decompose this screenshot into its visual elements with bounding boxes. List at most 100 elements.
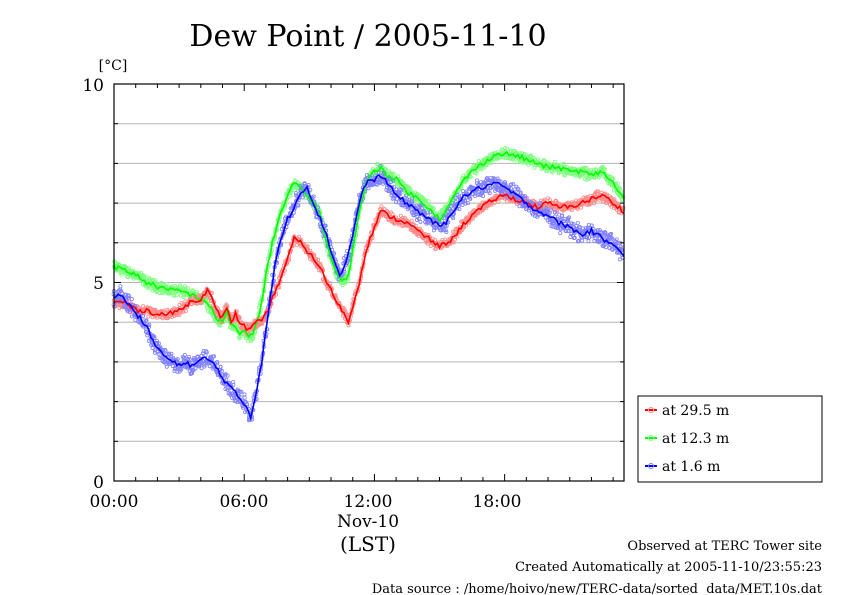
series-line-at-1-6-m <box>113 174 625 421</box>
scatter-point <box>576 239 581 244</box>
scatter-point <box>144 318 149 323</box>
scatter-point <box>505 146 510 151</box>
scatter-point <box>139 271 144 276</box>
scatter-point <box>207 364 212 369</box>
scatter-point <box>332 251 337 256</box>
scatter-point <box>564 228 569 233</box>
scatter-point <box>444 229 449 234</box>
scatter-point <box>443 216 448 221</box>
scatter-point <box>296 203 301 208</box>
scatter-point <box>522 194 527 199</box>
scatter-point <box>401 180 406 185</box>
scatter-point <box>584 234 589 239</box>
scatter-point <box>225 373 230 378</box>
footer-source: Data source : /home/hoivo/new/TERC-data/… <box>372 582 823 595</box>
scatter-point <box>560 213 565 218</box>
scatter-point <box>487 191 492 196</box>
scatter-point <box>408 226 413 231</box>
scatter-point <box>139 273 144 278</box>
scatter-point <box>218 364 223 369</box>
scatter-point <box>262 317 267 322</box>
scatter-point <box>563 173 568 178</box>
scatter-point <box>127 307 132 312</box>
scatter-point <box>177 283 182 288</box>
scatter-point <box>492 200 497 205</box>
scatter-point <box>328 281 333 286</box>
scatter-point <box>569 221 574 226</box>
footer-created: Created Automatically at 2005-11-10/23:5… <box>515 560 822 575</box>
scatter-point <box>418 219 423 224</box>
scatter-point <box>425 213 430 218</box>
scatter-point <box>575 221 580 226</box>
scatter-point <box>602 167 607 172</box>
footer-observed: Observed at TERC Tower site <box>627 539 822 554</box>
scatter-point <box>488 161 493 166</box>
series-line-at-12-3-m <box>113 150 625 339</box>
scatter-point <box>469 186 474 191</box>
scatter-point <box>159 280 164 285</box>
scatter-point <box>465 201 470 206</box>
scatter-point <box>164 364 169 369</box>
scatter-point <box>405 197 410 202</box>
legend-label-1-6m: at 1.6 m <box>662 459 720 475</box>
scatter-point <box>201 349 206 354</box>
scatter-point <box>145 333 150 338</box>
scatter-point <box>306 182 311 187</box>
scatter-point <box>472 193 477 198</box>
x-zone-label: (LST) <box>340 532 396 556</box>
scatter-point <box>475 178 480 183</box>
scatter-point <box>478 180 483 185</box>
scatter-point <box>464 172 469 177</box>
scatter-point <box>517 151 522 156</box>
scatter-point <box>575 206 580 211</box>
legend-label-12-3m: at 12.3 m <box>662 431 729 447</box>
scatter-point <box>468 174 473 179</box>
scatter-point <box>153 278 158 283</box>
scatter-point <box>234 322 239 327</box>
scatter-point <box>572 235 577 240</box>
scatter-point <box>191 295 196 300</box>
scatter-point <box>621 205 626 210</box>
legend-box <box>637 395 823 483</box>
scatter-point <box>366 186 371 191</box>
scatter-point <box>547 220 552 225</box>
scatter-point <box>615 181 620 186</box>
scatter-point <box>396 174 401 179</box>
x-tick-label-18: 18:00 <box>473 492 522 512</box>
scatter-point <box>215 361 220 366</box>
scatter-point <box>529 153 534 158</box>
scatter-point <box>396 200 401 205</box>
scatter-point <box>302 184 307 189</box>
series-line-at-29-5-m <box>113 193 625 332</box>
series-lines <box>113 150 625 421</box>
scatter-point <box>168 360 173 365</box>
scatter-point <box>548 207 553 212</box>
x-tick-label-00: 00:00 <box>90 492 139 512</box>
scatter-point <box>453 196 458 201</box>
scatter-point <box>609 231 614 236</box>
scatter-point <box>189 302 194 307</box>
scatter-point <box>451 240 456 245</box>
scatter-point <box>487 153 492 158</box>
scatter-point <box>204 350 209 355</box>
scatter-point <box>156 351 161 356</box>
y-tick-label-10: 10 <box>82 76 104 96</box>
scatter-point <box>336 277 341 282</box>
scatter-point <box>370 166 375 171</box>
scatter-point <box>191 289 196 294</box>
scatter-points <box>111 146 626 423</box>
scatter-point <box>515 159 520 164</box>
scatter-point <box>610 236 615 241</box>
scatter-point <box>215 359 220 364</box>
scatter-point <box>523 196 528 201</box>
scatter-point <box>188 358 193 363</box>
legend: at 29.5 m at 12.3 m at 1.6 m <box>637 395 823 483</box>
scatter-point <box>558 231 563 236</box>
scatter-point <box>182 352 187 357</box>
scatter-point <box>481 194 486 199</box>
scatter-point <box>611 188 616 193</box>
scatter-point <box>426 199 431 204</box>
scatter-point <box>403 215 408 220</box>
scatter-point <box>147 322 152 327</box>
